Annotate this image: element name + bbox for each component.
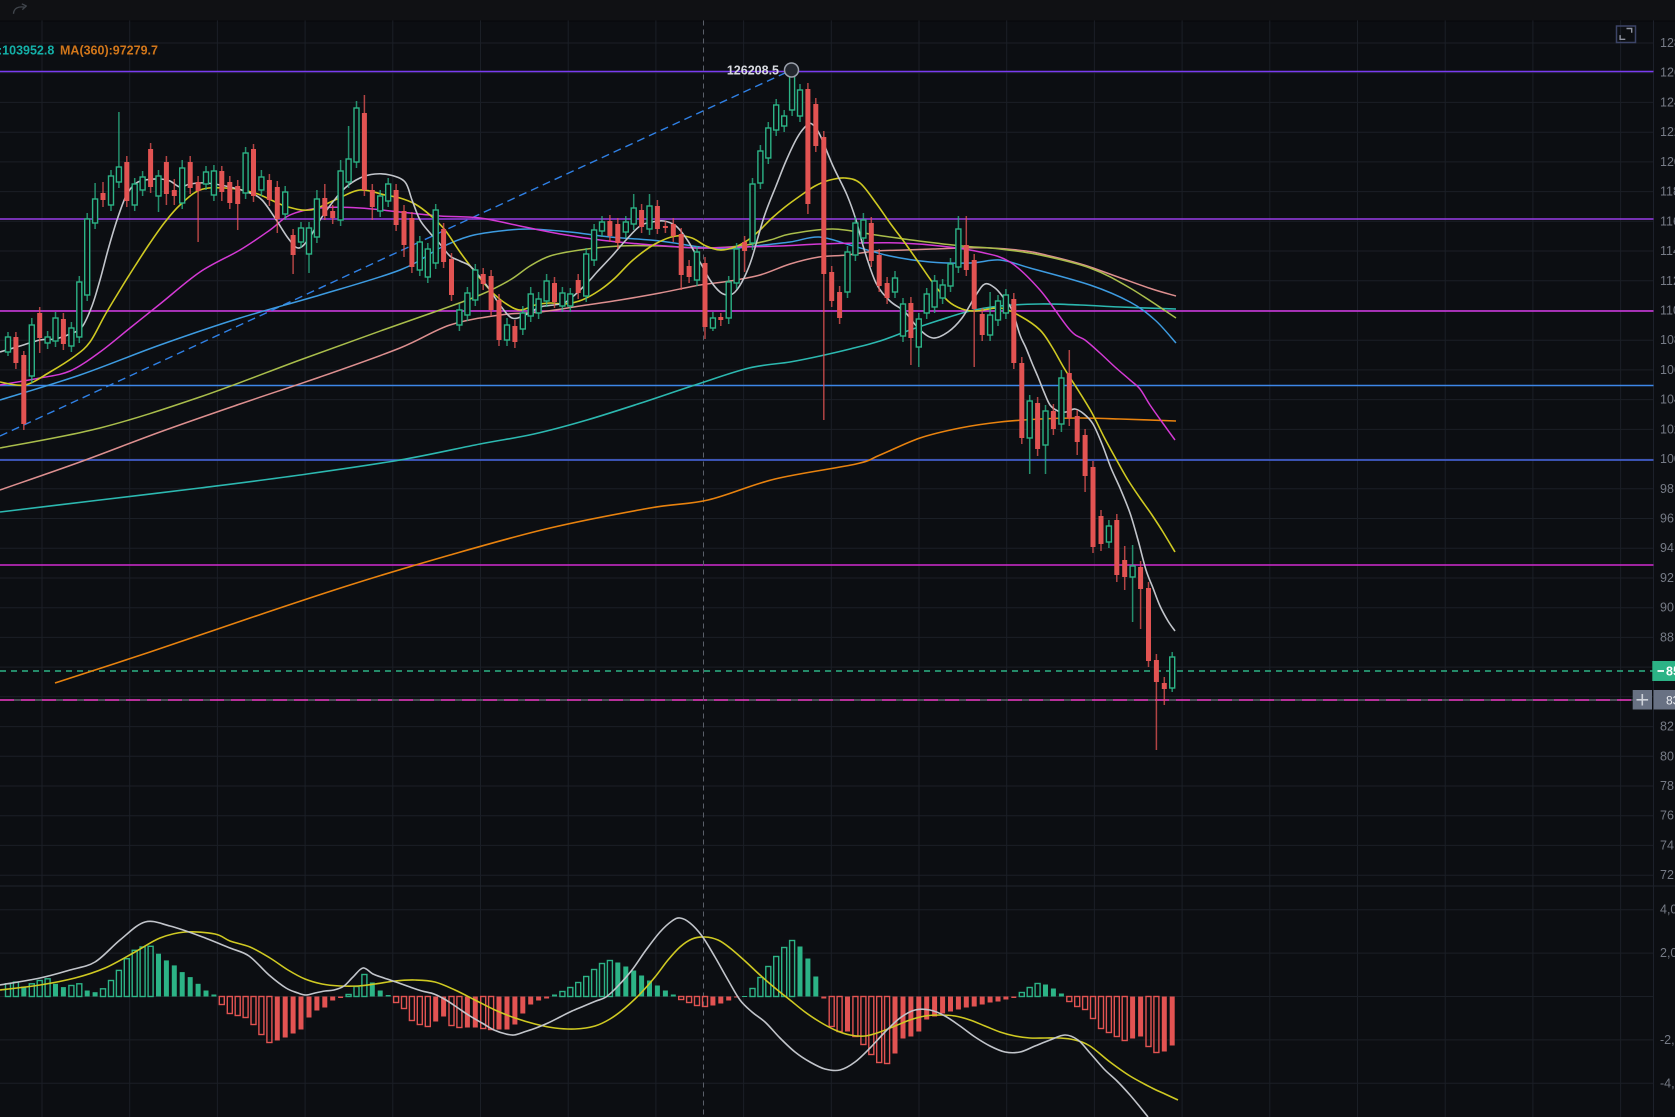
svg-text:-4,: -4,	[1660, 1076, 1675, 1090]
svg-text:112,000: 112,000	[1660, 274, 1675, 288]
svg-text:90,000: 90,000	[1660, 601, 1675, 615]
svg-text:72,000: 72,000	[1660, 868, 1675, 882]
svg-text:114,000: 114,000	[1660, 244, 1675, 258]
svg-text:98,000: 98,000	[1660, 482, 1675, 496]
svg-text:100,000: 100,000	[1660, 452, 1675, 466]
svg-text:88,000: 88,000	[1660, 630, 1675, 644]
svg-text:128,000: 128,000	[1660, 36, 1675, 50]
svg-text:MA(360):97279.7: MA(360):97279.7	[60, 44, 158, 58]
svg-text:92,000: 92,000	[1660, 571, 1675, 585]
svg-text:-2,: -2,	[1660, 1033, 1675, 1047]
svg-text:2,0: 2,0	[1660, 946, 1675, 960]
svg-text:122,000: 122,000	[1660, 125, 1675, 139]
svg-text:83,2: 83,2	[1666, 693, 1675, 707]
svg-text:4,0: 4,0	[1660, 903, 1675, 917]
svg-text:126208.5: 126208.5	[727, 64, 779, 78]
svg-text:106,000: 106,000	[1660, 363, 1675, 377]
svg-text:74,000: 74,000	[1660, 838, 1675, 852]
svg-text:80,000: 80,000	[1660, 749, 1675, 763]
svg-text:126,000: 126,000	[1660, 66, 1675, 80]
svg-text:96,000: 96,000	[1660, 512, 1675, 526]
svg-text::103952.8: :103952.8	[0, 44, 54, 58]
svg-text:118,000: 118,000	[1660, 185, 1675, 199]
svg-text:110,000: 110,000	[1660, 304, 1675, 318]
svg-text:102,000: 102,000	[1660, 422, 1675, 436]
svg-text:82,000: 82,000	[1660, 720, 1675, 734]
svg-text:78,000: 78,000	[1660, 779, 1675, 793]
svg-text:104,000: 104,000	[1660, 393, 1675, 407]
svg-text:85,1: 85,1	[1666, 665, 1675, 679]
svg-text:94,000: 94,000	[1660, 541, 1675, 555]
svg-text:116,000: 116,000	[1660, 214, 1675, 228]
svg-text:120,000: 120,000	[1660, 155, 1675, 169]
svg-text:76,000: 76,000	[1660, 809, 1675, 823]
svg-text:108,000: 108,000	[1660, 333, 1675, 347]
svg-text:124,000: 124,000	[1660, 95, 1675, 109]
